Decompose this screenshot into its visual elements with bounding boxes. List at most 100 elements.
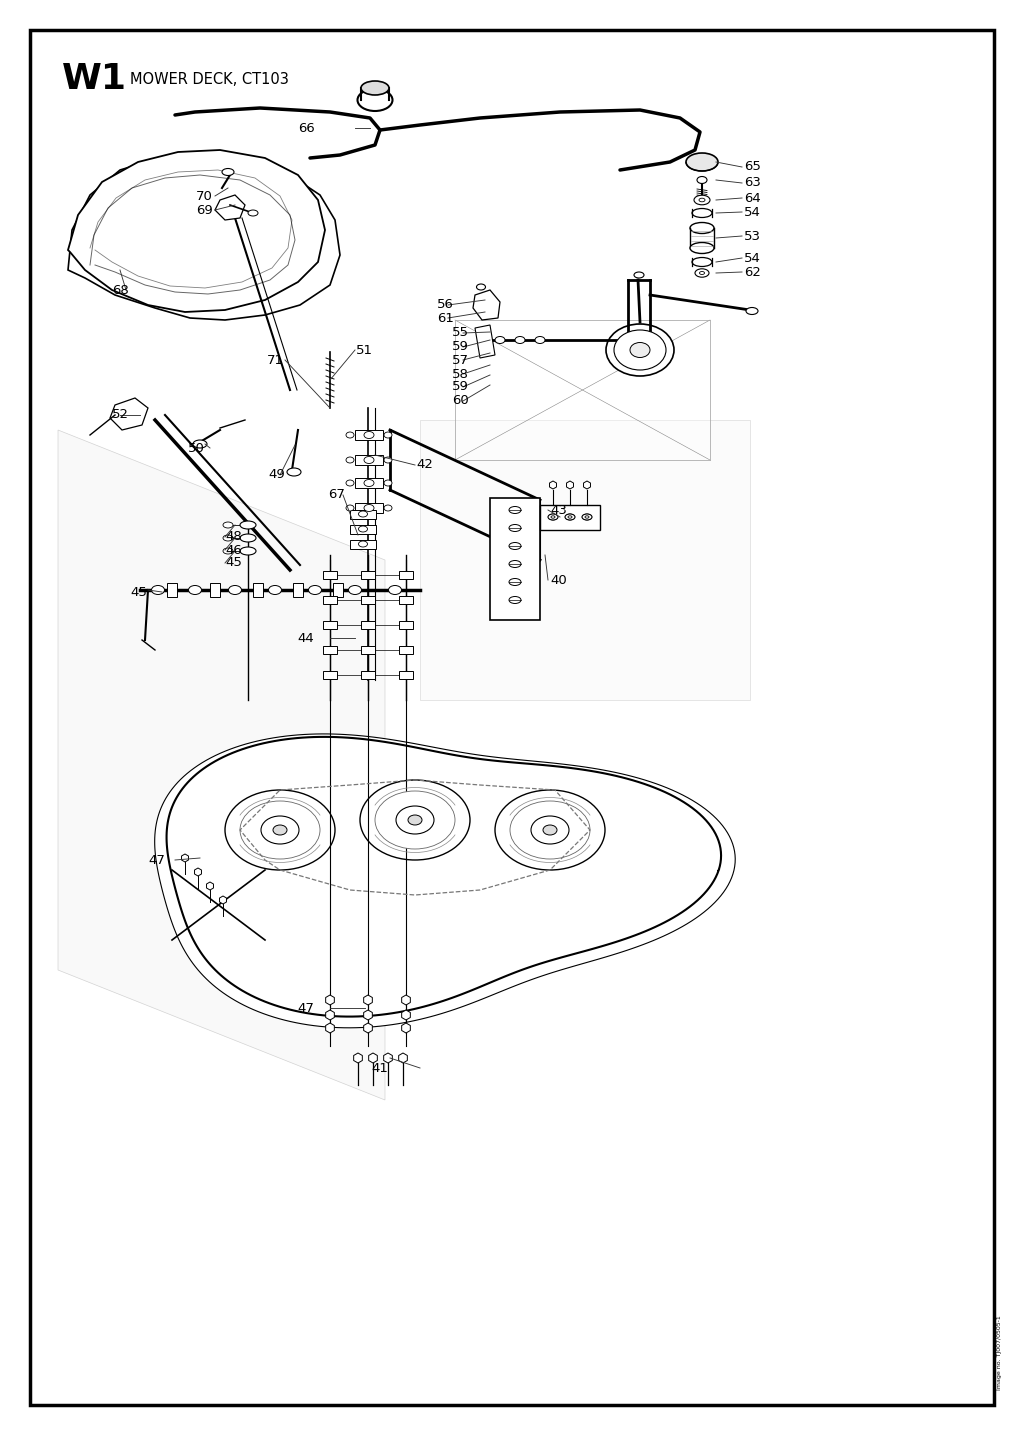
Ellipse shape <box>346 456 354 464</box>
Bar <box>361 621 375 629</box>
Polygon shape <box>219 895 226 904</box>
Ellipse shape <box>690 243 714 254</box>
Ellipse shape <box>375 791 455 850</box>
Ellipse shape <box>476 284 485 290</box>
Ellipse shape <box>551 515 555 518</box>
Text: 47: 47 <box>148 854 165 867</box>
Ellipse shape <box>630 343 650 357</box>
Bar <box>167 583 177 597</box>
Ellipse shape <box>384 432 392 438</box>
Ellipse shape <box>223 535 233 541</box>
Polygon shape <box>353 1053 362 1063</box>
Ellipse shape <box>240 521 256 530</box>
Ellipse shape <box>222 168 234 175</box>
Ellipse shape <box>495 336 505 343</box>
Ellipse shape <box>248 210 258 217</box>
Ellipse shape <box>364 432 374 439</box>
Polygon shape <box>401 1023 411 1033</box>
Polygon shape <box>68 151 325 311</box>
Bar <box>350 540 376 550</box>
Polygon shape <box>58 430 385 1101</box>
Polygon shape <box>167 738 721 1016</box>
Ellipse shape <box>509 578 521 585</box>
Ellipse shape <box>695 268 709 277</box>
Text: 41: 41 <box>371 1062 388 1075</box>
Bar <box>210 583 220 597</box>
Ellipse shape <box>568 515 572 518</box>
Bar <box>361 646 375 654</box>
Text: 43: 43 <box>550 504 567 517</box>
Ellipse shape <box>495 791 605 870</box>
Polygon shape <box>195 868 202 875</box>
Bar <box>355 455 383 465</box>
Polygon shape <box>326 1010 334 1020</box>
Ellipse shape <box>585 515 589 518</box>
Text: 66: 66 <box>298 122 314 135</box>
Text: 56: 56 <box>437 298 454 311</box>
Ellipse shape <box>515 336 525 343</box>
Ellipse shape <box>697 177 707 184</box>
Bar <box>361 596 375 604</box>
Bar <box>355 504 383 512</box>
Bar <box>350 525 376 534</box>
Text: 71: 71 <box>267 353 284 366</box>
Ellipse shape <box>225 791 335 870</box>
Polygon shape <box>398 1053 408 1063</box>
Text: 61: 61 <box>437 311 454 324</box>
Bar <box>323 571 337 578</box>
Text: Image no. TJ007/0505-1: Image no. TJ007/0505-1 <box>997 1316 1002 1391</box>
Bar <box>333 583 343 597</box>
Ellipse shape <box>535 336 545 343</box>
Ellipse shape <box>692 257 712 267</box>
Ellipse shape <box>408 815 422 825</box>
Text: 55: 55 <box>452 327 469 340</box>
Polygon shape <box>455 320 710 461</box>
Text: 45: 45 <box>225 557 242 570</box>
Text: 60: 60 <box>452 395 469 408</box>
Text: 65: 65 <box>744 161 761 174</box>
Text: 67: 67 <box>328 488 345 501</box>
Text: 59: 59 <box>452 340 469 353</box>
Ellipse shape <box>606 324 674 376</box>
Polygon shape <box>584 481 591 489</box>
Ellipse shape <box>358 527 368 532</box>
Ellipse shape <box>565 514 574 519</box>
Polygon shape <box>68 155 340 320</box>
Polygon shape <box>540 505 600 530</box>
Ellipse shape <box>364 456 374 464</box>
Ellipse shape <box>357 89 392 110</box>
Ellipse shape <box>223 548 233 554</box>
Polygon shape <box>550 481 556 489</box>
Text: 48: 48 <box>225 531 242 544</box>
Ellipse shape <box>549 514 557 519</box>
Ellipse shape <box>510 801 590 860</box>
Bar <box>361 672 375 679</box>
Text: 47: 47 <box>297 1002 314 1015</box>
Ellipse shape <box>346 479 354 486</box>
Ellipse shape <box>152 585 165 594</box>
Polygon shape <box>215 195 245 220</box>
Ellipse shape <box>364 505 374 511</box>
Text: 59: 59 <box>452 380 469 393</box>
Polygon shape <box>364 1023 373 1033</box>
Text: 42: 42 <box>416 459 433 472</box>
Polygon shape <box>490 498 540 620</box>
Ellipse shape <box>268 585 282 594</box>
Polygon shape <box>369 1053 377 1063</box>
Ellipse shape <box>388 585 401 594</box>
Bar <box>399 646 413 654</box>
Text: 52: 52 <box>112 409 129 422</box>
Polygon shape <box>207 883 213 890</box>
Ellipse shape <box>223 522 233 528</box>
Bar <box>323 672 337 679</box>
Polygon shape <box>110 397 148 430</box>
Polygon shape <box>326 1023 334 1033</box>
Polygon shape <box>473 290 500 320</box>
Ellipse shape <box>240 534 256 542</box>
Ellipse shape <box>699 198 705 202</box>
Ellipse shape <box>692 208 712 218</box>
Ellipse shape <box>384 505 392 511</box>
Ellipse shape <box>358 511 368 517</box>
Bar <box>399 571 413 578</box>
Text: 70: 70 <box>196 189 213 202</box>
